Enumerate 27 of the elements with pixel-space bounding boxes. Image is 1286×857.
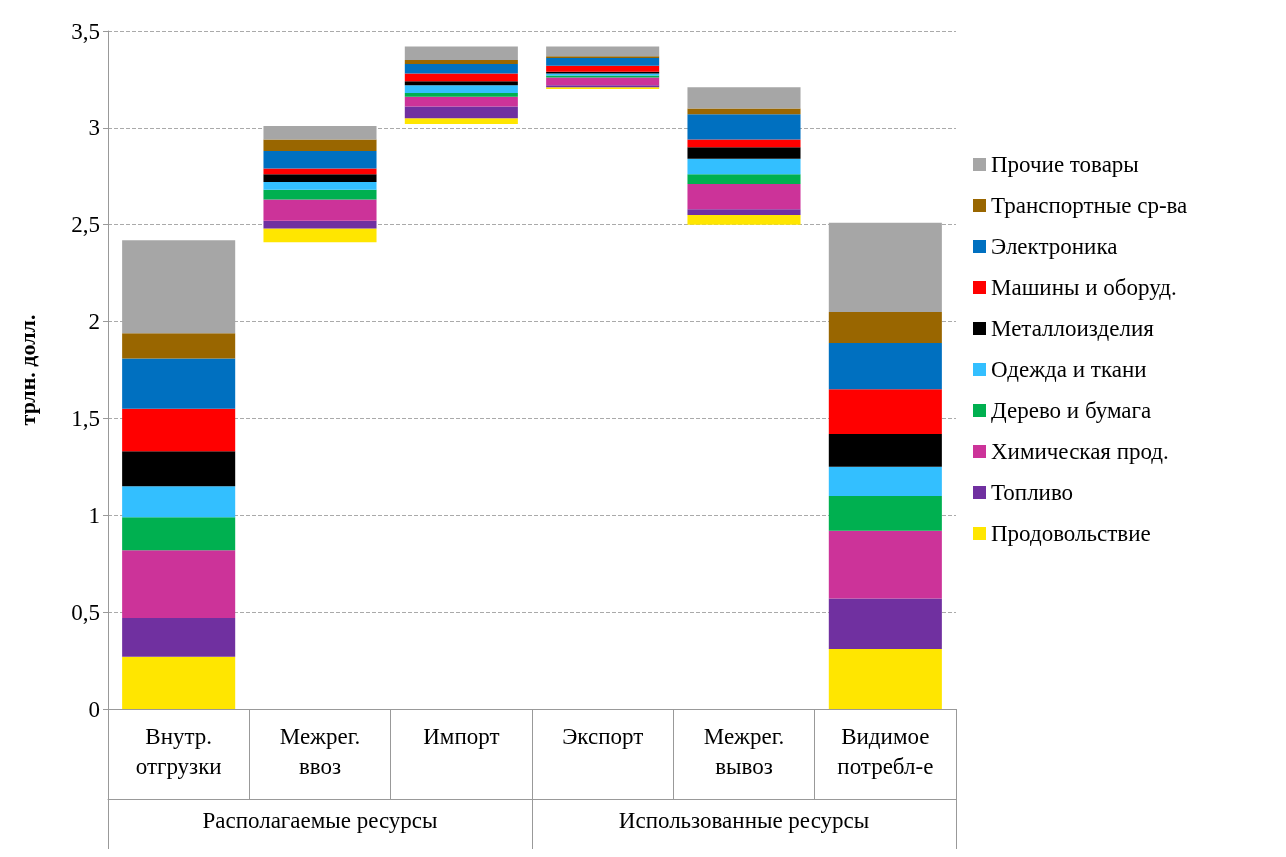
x-tick-label: Видимое потребл-е <box>837 723 934 779</box>
y-tick-label: 2 <box>88 309 100 335</box>
legend-label: Топливо <box>991 480 1074 505</box>
legend-label: Одежда и ткани <box>991 357 1147 382</box>
x-tick-label: Экспорт <box>562 723 644 749</box>
y-tick-label: 1,5 <box>71 405 100 431</box>
legend-label: Транспортные ср-ва <box>991 193 1188 218</box>
y-tick-label: 1 <box>88 502 100 528</box>
legend-label: Электроника <box>991 234 1118 259</box>
y-axis-title: трлн. долл. <box>14 314 40 426</box>
y-tick-label: 0,5 <box>71 599 100 625</box>
text: Располагаемые ресурсы <box>202 808 438 833</box>
y-tick-label: 3 <box>88 115 100 141</box>
y-tick-label: 2,5 <box>71 212 100 238</box>
legend-label: Металлоизделия <box>991 316 1155 341</box>
text: Использованные ресурсы <box>618 808 870 833</box>
legend-label: Прочие товары <box>991 152 1139 177</box>
x-tick-label: Межрег. вывоз <box>703 723 785 779</box>
legend-label: Дерево и бумага <box>991 398 1152 423</box>
x-tick-label: Межрег. ввоз <box>279 723 361 779</box>
x-tick-label: Внутр. отгрузки <box>135 723 222 779</box>
legend-label: Продовольствие <box>991 521 1151 546</box>
x-tick-label: Импорт <box>423 723 500 749</box>
y-tick-label: 3,5 <box>71 18 100 44</box>
legend-label: Машины и оборуд. <box>991 275 1177 300</box>
y-tick-label: 0 <box>88 696 100 722</box>
legend-label: Химическая прод. <box>991 439 1169 464</box>
